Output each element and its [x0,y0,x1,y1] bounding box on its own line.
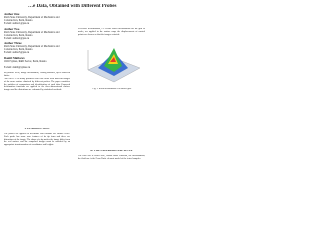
figure [87,48,141,83]
author-email: E-mail: author3@psu.ru [4,51,30,55]
abstract: ABSTRACT: In many practical cases one de… [4,78,70,92]
keywords: Keywords: SPM, image deformation, Tuning… [4,72,70,77]
section-heading: I. INTRODUCTION [24,128,50,130]
author-email: E-mail: author2@psu.ru [4,36,30,40]
section-heading: II. THE EXPERIMENTAL SETUP [90,150,133,152]
title: …e Data, Obtained with Different Probes [28,4,117,9]
author-email: E-mail: author1@psu.ru [4,22,30,26]
author-email: E-mail: daniil@syntez.ru [4,65,31,69]
author-name: Daniil Nikiforov [4,56,25,60]
figure-caption: Fig. 1. Block deformations of a surface … [92,88,132,90]
author-name: Author Two [4,27,20,31]
section-text: The probes are applied to determine and … [4,133,70,147]
author-name: Author Three [4,42,22,45]
author-name: Author One [4,13,20,16]
author-affiliation: Perm State University, Department of Mec… [4,30,60,37]
paper-page: …e Data, Obtained with Different Probes … [0,0,149,198]
paragraph: Piecewise deformations, i.e. Bézier base… [78,28,145,36]
author-affiliation: Perm State University, Department of Mec… [4,16,60,23]
author-affiliation: OOO Syntez, R&D Sector, Perm, Russia [4,59,47,63]
section-text: The flow one is called RBF, Radial Basis… [78,155,145,160]
author-affiliation: Perm State University, Department of Mec… [4,45,60,52]
